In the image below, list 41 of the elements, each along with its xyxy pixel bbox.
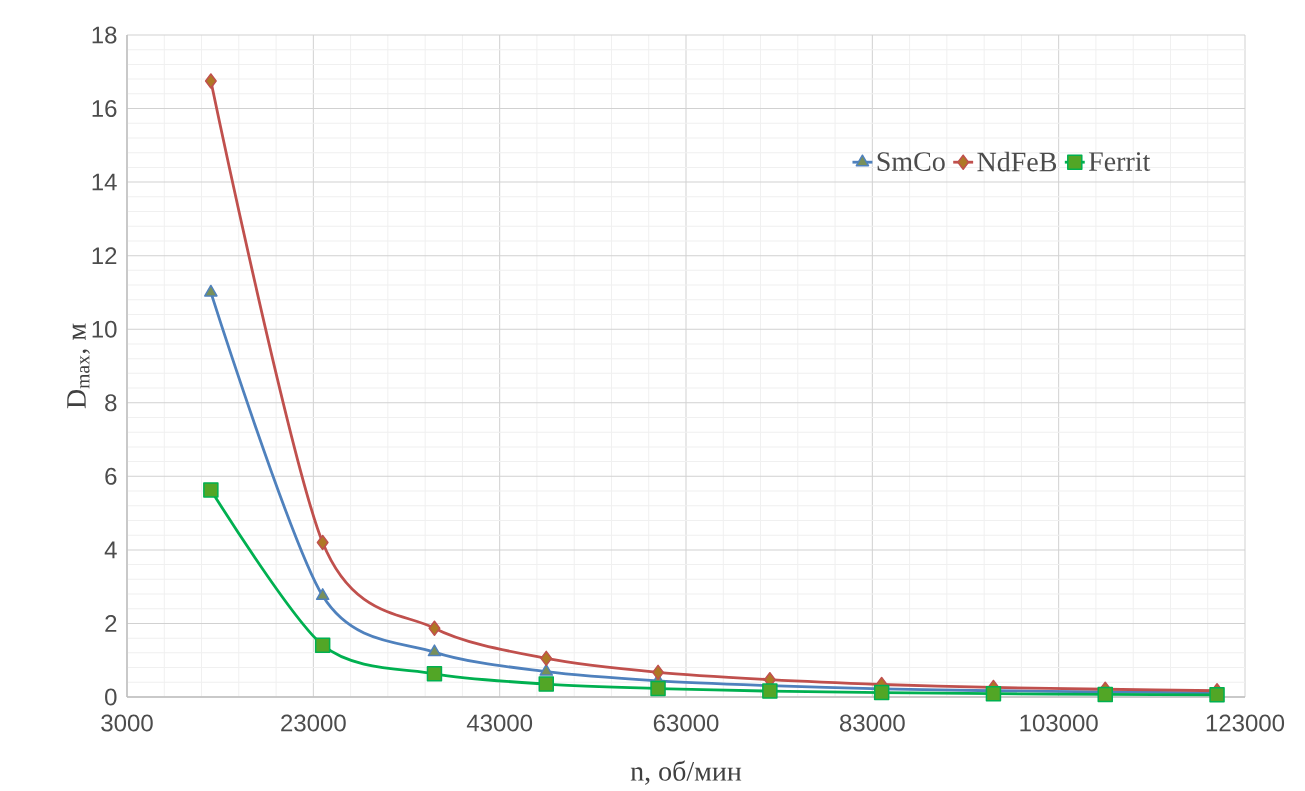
x-tick-label: 123000 — [1206, 714, 1285, 732]
point — [426, 666, 443, 682]
y-tick-label: 6 — [105, 467, 117, 485]
point — [1097, 686, 1113, 703]
y-tick-label: 8 — [105, 394, 117, 412]
legend-label: NdFeB — [977, 151, 1057, 172]
y-tick-label: 16 — [92, 100, 117, 118]
point — [650, 680, 666, 697]
point — [428, 620, 441, 636]
point — [540, 650, 553, 667]
point — [985, 685, 1002, 702]
x-tick-label: 43000 — [466, 714, 533, 732]
y-tick-label: 0 — [105, 688, 117, 706]
x-axis-title: n, об/мин — [630, 760, 742, 785]
x-tick-label: 83000 — [840, 714, 905, 732]
y-tick-label: 10 — [92, 320, 117, 338]
y-tick-label: 4 — [104, 541, 117, 559]
y-tick-label: 12 — [92, 247, 117, 265]
y-tick-label: 14 — [92, 173, 117, 191]
point — [539, 663, 554, 676]
point — [538, 676, 554, 692]
legend-label: SmCo — [877, 152, 945, 171]
x-tick-label: 3000 — [101, 714, 153, 732]
point — [762, 683, 778, 699]
point — [203, 482, 219, 498]
point — [316, 534, 329, 551]
x-tick-label: 63000 — [653, 714, 719, 732]
point — [873, 684, 890, 701]
y-axis-title: D$_{max}$, м — [67, 323, 90, 409]
y-tick-label: 2 — [105, 615, 117, 632]
point — [1209, 687, 1225, 703]
x-tick-label: 23000 — [281, 714, 346, 732]
y-tick-label: 18 — [92, 26, 117, 44]
point — [204, 73, 217, 89]
legend-label: Ferrit — [1088, 152, 1151, 171]
point — [314, 637, 331, 653]
point — [427, 644, 442, 657]
point — [652, 664, 665, 681]
point — [315, 588, 330, 601]
point — [204, 284, 218, 297]
x-tick-label: 103000 — [1020, 714, 1098, 732]
